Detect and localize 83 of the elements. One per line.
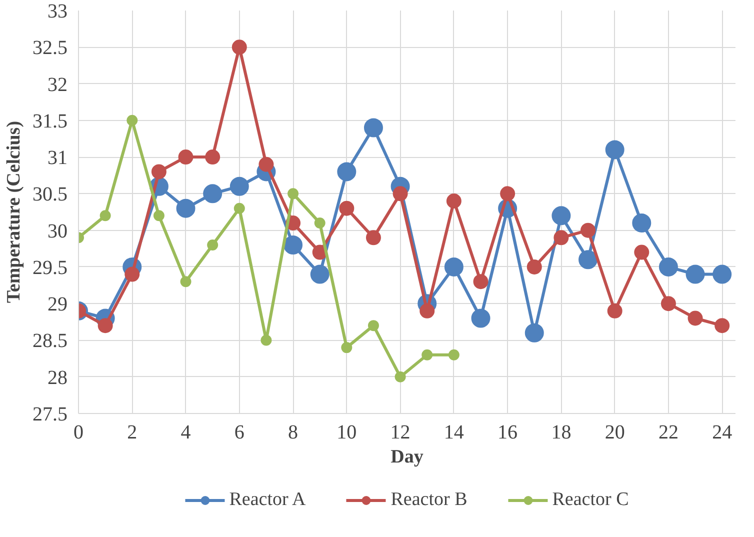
y-tick-label: 28 bbox=[48, 366, 68, 389]
point bbox=[658, 257, 678, 276]
point bbox=[422, 349, 433, 360]
x-tick-label: 14 bbox=[444, 422, 464, 444]
x-tick-label: 18 bbox=[551, 422, 572, 444]
point bbox=[554, 230, 569, 246]
point bbox=[448, 349, 460, 360]
point bbox=[284, 235, 303, 254]
point bbox=[288, 188, 299, 200]
point bbox=[341, 342, 352, 354]
point bbox=[578, 250, 598, 270]
point bbox=[203, 184, 222, 204]
point bbox=[339, 200, 354, 216]
y-tick-label: 30.5 bbox=[32, 184, 68, 206]
point bbox=[714, 318, 730, 334]
point bbox=[234, 202, 245, 214]
point bbox=[368, 320, 379, 332]
point bbox=[660, 296, 676, 312]
x-axis-title: Day bbox=[390, 446, 424, 468]
point bbox=[552, 206, 571, 226]
x-tick-label: 8 bbox=[288, 422, 298, 444]
point bbox=[205, 150, 220, 165]
point bbox=[500, 186, 516, 202]
point bbox=[686, 264, 705, 284]
point bbox=[98, 318, 113, 334]
point bbox=[392, 186, 408, 202]
x-tick-label: 10 bbox=[336, 422, 357, 444]
point bbox=[607, 303, 622, 318]
point bbox=[394, 371, 406, 382]
x-tick-label: 24 bbox=[712, 422, 732, 444]
point bbox=[207, 239, 218, 250]
point bbox=[444, 257, 464, 276]
legend-label: Reactor B bbox=[390, 489, 468, 511]
point bbox=[124, 266, 140, 282]
point bbox=[230, 176, 249, 196]
point bbox=[153, 210, 164, 222]
y-tick-label: 32.5 bbox=[32, 37, 68, 60]
point bbox=[580, 222, 596, 238]
point bbox=[524, 323, 544, 342]
legend-label: Reactor C bbox=[552, 489, 629, 511]
point bbox=[634, 244, 650, 260]
y-tick-label: 27.5 bbox=[32, 404, 68, 426]
point bbox=[151, 164, 166, 180]
y-tick-label: 31.5 bbox=[32, 110, 68, 132]
y-tick-label: 30 bbox=[48, 220, 68, 242]
point bbox=[420, 303, 435, 318]
point bbox=[366, 230, 381, 246]
x-tick-label: 12 bbox=[390, 422, 410, 444]
point bbox=[605, 140, 624, 160]
point bbox=[473, 274, 488, 290]
x-tick-label: 22 bbox=[658, 422, 678, 444]
x-tick-label: 20 bbox=[604, 422, 625, 444]
point bbox=[446, 194, 462, 208]
point bbox=[178, 150, 194, 165]
point bbox=[258, 156, 274, 172]
x-tick-label: 2 bbox=[127, 422, 138, 444]
point bbox=[100, 210, 111, 222]
x-tick-label: 0 bbox=[74, 422, 84, 444]
y-tick-label: 28.5 bbox=[32, 330, 68, 352]
y-tick-label: 32 bbox=[48, 74, 68, 96]
point bbox=[712, 264, 732, 284]
y-tick-label: 29.5 bbox=[32, 256, 68, 279]
point bbox=[126, 114, 138, 126]
point bbox=[232, 40, 247, 55]
y-axis-title: Temperature (Celcius) bbox=[4, 120, 24, 304]
point bbox=[688, 310, 703, 326]
point bbox=[471, 308, 490, 328]
point bbox=[314, 218, 326, 228]
x-tick-label: 4 bbox=[180, 422, 191, 444]
point bbox=[176, 198, 196, 218]
y-tick-label: 29 bbox=[48, 294, 68, 316]
point bbox=[337, 162, 356, 182]
x-tick-label: 16 bbox=[498, 422, 518, 444]
legend-label: Reactor A bbox=[229, 489, 306, 511]
point bbox=[364, 118, 383, 138]
y-tick-label: 31 bbox=[48, 147, 68, 170]
y-tick-label: 33 bbox=[48, 0, 68, 22]
point bbox=[180, 276, 192, 288]
point bbox=[526, 259, 542, 274]
point bbox=[310, 264, 330, 284]
point bbox=[632, 214, 652, 232]
x-tick-label: 6 bbox=[234, 422, 244, 444]
point bbox=[260, 334, 272, 346]
